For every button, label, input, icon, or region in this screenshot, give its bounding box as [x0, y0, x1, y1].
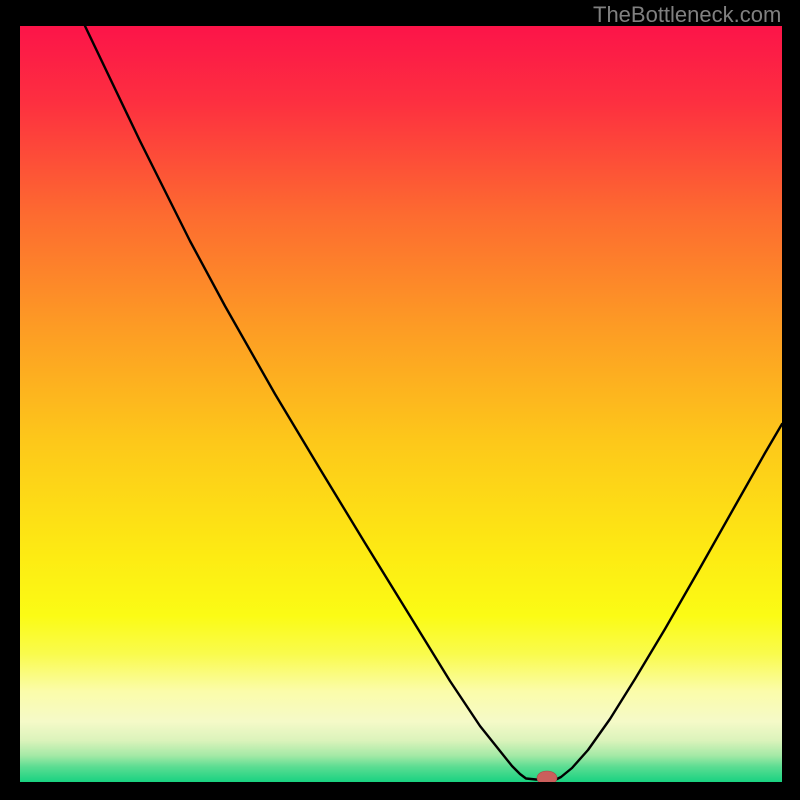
plot-area: [20, 26, 782, 782]
watermark-text: TheBottleneck.com: [593, 2, 781, 28]
optimal-point-marker: [537, 771, 557, 782]
bottleneck-chart: [20, 26, 782, 782]
gradient-background: [20, 26, 782, 782]
